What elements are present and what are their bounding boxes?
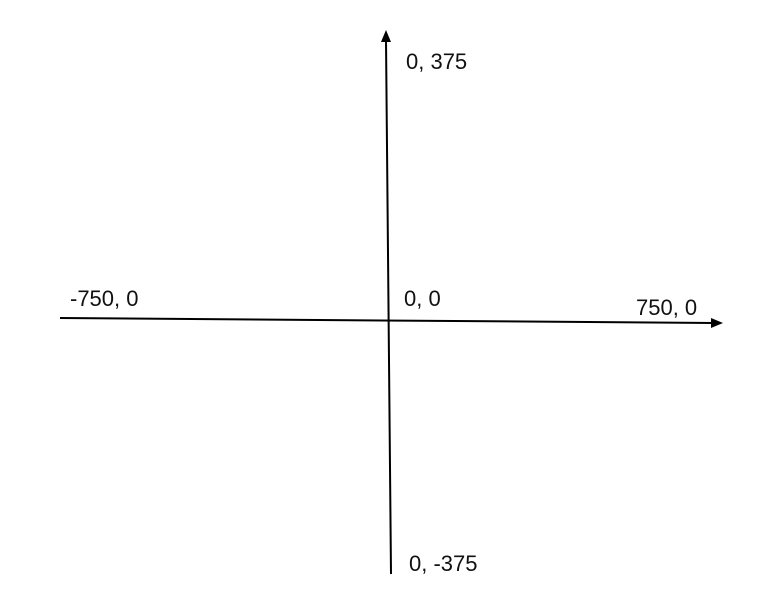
- label-top: 0, 375: [406, 49, 467, 74]
- x-axis-arrow-icon: [711, 318, 723, 328]
- x-axis-line: [59, 317, 715, 324]
- label-origin: 0, 0: [404, 286, 441, 311]
- label-left: -750, 0: [70, 286, 139, 311]
- y-axis-arrow-icon: [381, 30, 391, 42]
- label-right: 750, 0: [636, 295, 697, 320]
- y-axis-line: [385, 39, 392, 575]
- label-bottom: 0, -375: [409, 551, 478, 576]
